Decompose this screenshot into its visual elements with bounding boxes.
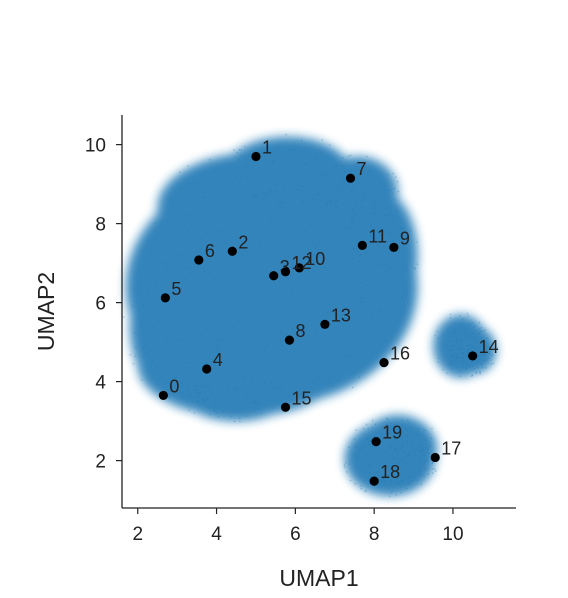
cluster-point-17: [430, 452, 440, 463]
cluster-label-2: 2: [238, 232, 248, 252]
cluster-point-15: [280, 402, 291, 412]
cluster-point-7: [345, 173, 356, 183]
cluster-point-3: [269, 271, 279, 281]
y-tick-label: 8: [95, 215, 106, 236]
x-axis-ticks: 2 4 6 8 10: [132, 508, 464, 545]
cluster-point-5: [160, 293, 170, 303]
cluster-label-12: 12: [292, 253, 312, 273]
y-tick-label: 6: [95, 294, 106, 315]
cluster-label-15: 15: [292, 388, 312, 408]
cluster-label-9: 9: [400, 228, 410, 248]
y-tick-label: 4: [95, 373, 106, 394]
cluster-point-18: [369, 476, 379, 486]
x-tick-label: 2: [132, 524, 143, 545]
cluster-label-18: 18: [380, 462, 400, 482]
cluster-label-1: 1: [262, 137, 272, 157]
cluster-label-5: 5: [171, 279, 181, 299]
cluster-label-4: 4: [213, 350, 223, 370]
cluster-point-2: [227, 246, 237, 256]
y-tick-label: 10: [85, 136, 106, 157]
cluster-label-13: 13: [331, 305, 351, 325]
cluster-label-8: 8: [295, 321, 305, 341]
density-fill: [125, 136, 497, 497]
cluster-label-17: 17: [441, 438, 461, 458]
cluster-point-10: [294, 263, 304, 273]
cluster-point-14: [468, 351, 478, 361]
cluster-label-10: 10: [305, 249, 325, 269]
cluster-label-7: 7: [357, 159, 367, 179]
cluster-label-3: 3: [280, 257, 290, 277]
point-cloud: [122, 133, 499, 497]
x-tick-label: 6: [290, 524, 301, 545]
cluster-label-11: 11: [368, 226, 387, 246]
cluster-point-11: [357, 240, 367, 250]
cluster-point-19: [371, 437, 381, 447]
cluster-point-4: [202, 364, 212, 374]
cluster-point-0: [158, 390, 168, 401]
x-tick-label: 8: [369, 524, 380, 545]
cluster-point-1: [251, 151, 261, 162]
x-tick-label: 10: [442, 524, 463, 545]
x-tick-label: 4: [211, 524, 222, 545]
y-tick-label: 2: [95, 452, 106, 473]
x-axis-title: UMAP1: [279, 565, 358, 591]
cluster-point-8: [284, 335, 295, 345]
cluster-point-12: [280, 267, 291, 277]
cluster-point-16: [379, 358, 389, 368]
y-axis-ticks: 2 4 6 8 10: [85, 136, 122, 473]
cluster-label-0: 0: [169, 376, 179, 396]
cluster-point-6: [194, 255, 204, 265]
cluster-point-9: [389, 242, 399, 252]
cluster-label-14: 14: [479, 337, 499, 357]
cluster-label-16: 16: [390, 344, 410, 364]
density-speckle: [122, 133, 499, 497]
cluster-point-13: [320, 319, 330, 329]
cluster-label-6: 6: [205, 241, 215, 261]
cluster-label-19: 19: [382, 423, 402, 443]
y-axis-title: UMAP2: [33, 272, 59, 351]
